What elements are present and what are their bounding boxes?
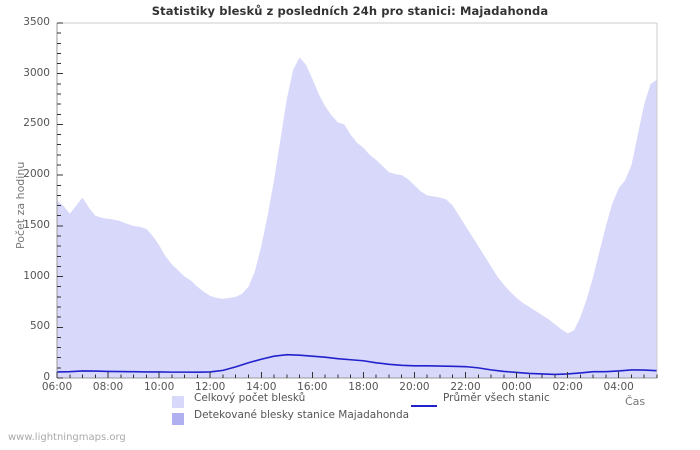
x-tick-label: 12:00	[195, 381, 226, 393]
y-tick-label: 1500	[23, 218, 50, 231]
legend-line-icon	[411, 405, 437, 407]
x-tick-label: 08:00	[92, 381, 124, 393]
x-tick-label: 06:00	[41, 381, 73, 393]
y-tick-label: 1000	[23, 269, 50, 282]
x-tick-label: 18:00	[348, 381, 379, 393]
y-tick-label: 3500	[23, 16, 50, 28]
x-tick-label: 02:00	[552, 381, 583, 393]
y-tick-label: 3000	[23, 66, 50, 79]
y-tick-label: 500	[29, 320, 50, 333]
average-all-stations-line	[56, 353, 658, 376]
legend-item-label: Detekované blesky stanice Majadahonda	[194, 409, 410, 421]
x-tick-label: 20:00	[399, 381, 430, 393]
x-tick-label: 04:00	[603, 381, 634, 393]
x-tick-label: 00:00	[501, 381, 532, 393]
legend-item-label: Celkový počet blesků	[194, 392, 306, 404]
x-tick-label: 16:00	[297, 381, 328, 393]
x-tick-label: 14:00	[246, 381, 277, 393]
chart-title: Statistiky blesků z posledních 24h pro s…	[151, 4, 549, 18]
total-lightning-area	[57, 57, 657, 379]
legend-item-label: Průměr všech stanic	[443, 392, 550, 404]
x-tick-label: 22:00	[450, 381, 481, 393]
y-tick-label: 2500	[23, 117, 50, 130]
legend-swatch-icon	[172, 396, 184, 408]
y-tick-label: 0	[43, 371, 50, 383]
y-tick-label: 2000	[23, 168, 50, 181]
legend-swatch-icon	[172, 413, 184, 425]
x-axis-label: Čas	[625, 395, 646, 408]
site-watermark: www.lightningmaps.org	[8, 432, 126, 443]
x-tick-label: 10:00	[143, 381, 175, 393]
